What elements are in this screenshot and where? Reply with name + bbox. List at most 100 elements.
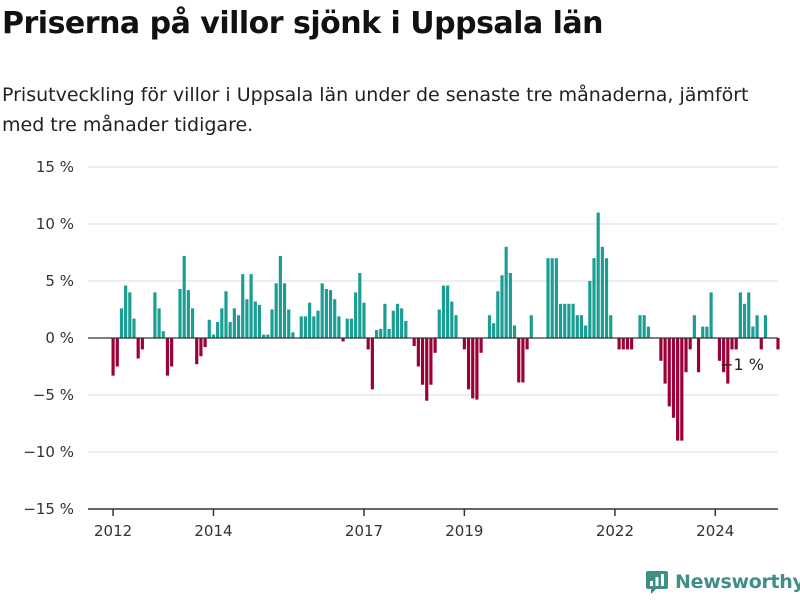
bar <box>471 338 475 399</box>
bar <box>216 322 220 338</box>
bar <box>466 338 471 390</box>
y-tick-label: 5 % <box>45 272 74 290</box>
y-tick-label: −10 % <box>23 443 74 461</box>
annotations: −1 % <box>720 355 764 374</box>
bar <box>500 275 504 338</box>
bar <box>563 303 567 338</box>
bar <box>153 292 157 338</box>
bar <box>262 334 266 338</box>
bar <box>203 338 207 348</box>
bar <box>299 316 303 338</box>
bar <box>600 246 604 338</box>
bar <box>370 338 374 390</box>
bar <box>190 308 195 338</box>
bar <box>454 315 458 338</box>
bar <box>199 338 203 357</box>
gridlines <box>88 166 778 453</box>
chart-subtitle: Prisutveckling för villor i Uppsala län … <box>2 84 749 136</box>
bar <box>667 338 671 407</box>
x-tick-label: 2017 <box>345 522 383 540</box>
bar <box>345 318 349 338</box>
bar <box>195 338 199 365</box>
bar <box>705 326 709 338</box>
bar <box>354 292 358 338</box>
annotation-label: −1 % <box>720 355 764 374</box>
bar <box>312 316 316 338</box>
bar <box>558 303 563 338</box>
x-tick-label: 2012 <box>94 522 132 540</box>
bar <box>320 283 324 338</box>
bar <box>671 338 676 418</box>
bar <box>584 325 588 338</box>
bar <box>638 315 642 338</box>
bar <box>529 315 533 338</box>
bar <box>517 338 521 383</box>
bar <box>625 338 630 350</box>
bar <box>446 285 450 338</box>
bar <box>287 309 291 338</box>
bar <box>207 319 211 338</box>
bar <box>316 310 320 338</box>
bar <box>124 285 128 338</box>
x-tick-label: 2019 <box>445 522 483 540</box>
bar <box>270 309 274 338</box>
bar <box>374 330 379 338</box>
bar <box>441 285 446 338</box>
bar <box>186 290 190 338</box>
bar <box>362 302 366 338</box>
x-tick-label: 2022 <box>596 522 634 540</box>
bar <box>508 273 512 338</box>
bar <box>759 338 763 350</box>
bar <box>571 303 575 338</box>
bar <box>303 316 308 338</box>
bar <box>722 338 726 373</box>
bar <box>182 255 186 338</box>
bar <box>224 291 228 338</box>
bar <box>496 291 500 338</box>
bar <box>257 304 262 338</box>
y-tick-label: 0 % <box>45 329 74 347</box>
bar <box>525 338 529 350</box>
bar <box>680 338 684 441</box>
bar <box>696 338 701 373</box>
bar <box>404 320 408 338</box>
bar <box>450 301 454 338</box>
bar <box>763 315 768 338</box>
y-tick-label: −15 % <box>23 500 74 518</box>
x-axis: 2012 2014 2017 2019 2022 2024 <box>88 508 778 540</box>
bar <box>487 315 492 338</box>
bar <box>324 288 328 338</box>
bar <box>742 303 747 338</box>
bar <box>676 338 680 441</box>
bar <box>433 338 437 353</box>
bar <box>462 338 466 350</box>
bar <box>429 338 433 385</box>
bar <box>617 338 621 350</box>
bar <box>211 334 216 338</box>
bar <box>738 292 742 338</box>
chart-title: Priserna på villor sjönk i Uppsala län <box>2 6 604 41</box>
bar <box>249 274 253 338</box>
x-tick-label: 2024 <box>696 522 734 540</box>
bar <box>161 331 165 338</box>
bar <box>596 212 600 338</box>
bar <box>546 258 550 338</box>
bar <box>128 292 132 338</box>
bar <box>504 246 508 338</box>
bar <box>646 326 650 338</box>
bar <box>119 308 124 338</box>
bar <box>282 283 287 338</box>
bar <box>274 283 278 338</box>
x-tick-label: 2014 <box>194 522 232 540</box>
y-tick-label: −5 % <box>33 386 74 404</box>
bar <box>437 309 441 338</box>
bar <box>479 338 483 353</box>
y-tick-label: 10 % <box>36 215 74 233</box>
bar <box>734 338 738 350</box>
bar <box>688 338 692 350</box>
bar <box>178 288 182 338</box>
bar <box>604 258 609 338</box>
bar <box>492 323 496 338</box>
bar <box>391 310 395 338</box>
